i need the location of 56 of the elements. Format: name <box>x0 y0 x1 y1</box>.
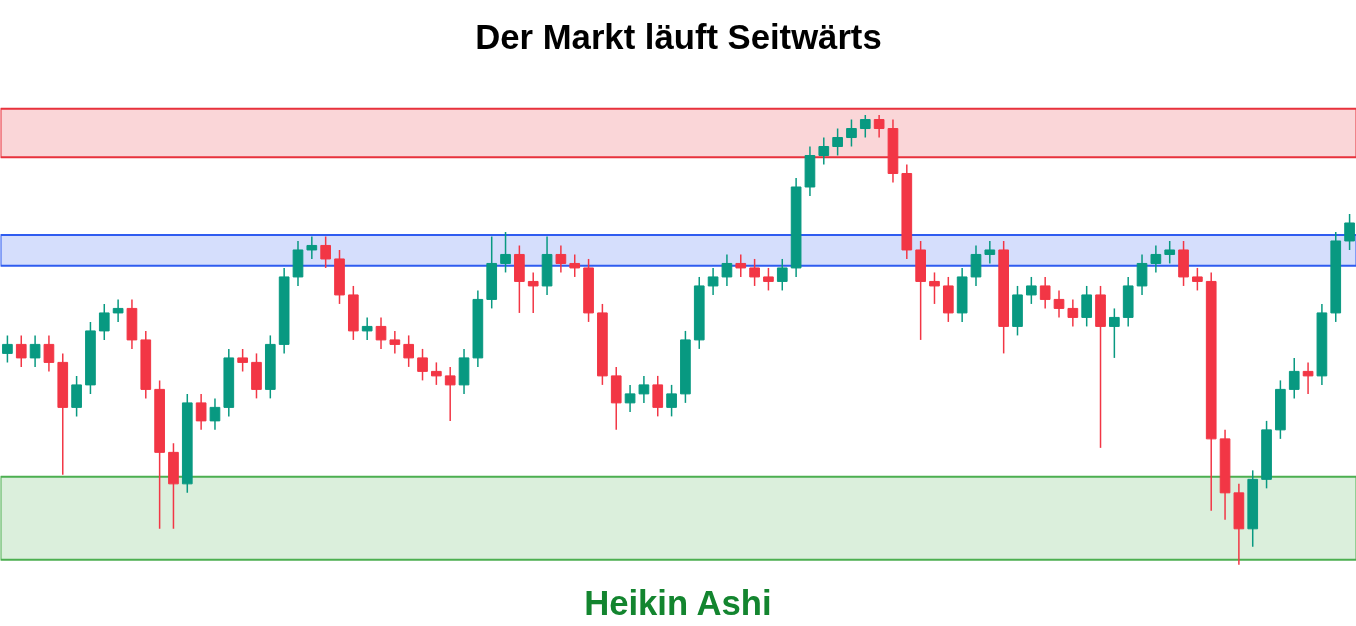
candlestick <box>1344 213 1355 251</box>
candlestick <box>237 348 248 373</box>
candlestick <box>846 118 857 148</box>
candlestick <box>15 334 27 368</box>
candlestick <box>555 244 567 274</box>
candlestick <box>403 334 415 368</box>
candlestick <box>776 258 788 292</box>
candlestick <box>98 303 110 341</box>
candlestick <box>1164 240 1176 265</box>
candlestick <box>638 375 650 404</box>
candlestick <box>1025 276 1037 305</box>
candlestick <box>749 258 760 287</box>
candlestick <box>29 334 41 368</box>
candlestick <box>859 114 871 139</box>
candlestick <box>112 298 124 323</box>
candlestick <box>832 127 843 157</box>
candlestick <box>873 114 885 139</box>
candlestick <box>1192 267 1203 292</box>
candlestick <box>652 375 664 418</box>
candlestick <box>209 397 221 431</box>
candlestick <box>763 267 774 292</box>
candlestick <box>735 253 747 278</box>
candlestick <box>1109 307 1120 359</box>
candlestick <box>666 384 677 418</box>
candlestick <box>195 393 207 431</box>
candlestick <box>929 271 940 305</box>
candlestick <box>818 136 830 166</box>
chart-title: Der Markt läuft Seitwärts <box>475 17 882 56</box>
candlestick <box>361 316 373 341</box>
candlestick <box>707 267 719 296</box>
candlestick <box>721 253 733 287</box>
candlestick <box>2 334 13 364</box>
text: Heikin Ashi <box>584 583 772 622</box>
candlestick <box>1302 361 1314 395</box>
candlestick <box>984 240 996 265</box>
candlestick <box>500 231 511 274</box>
candlestick <box>1067 298 1079 328</box>
candlestick <box>389 330 401 355</box>
candlestick <box>43 334 55 373</box>
candlestick <box>431 361 442 386</box>
candlestick <box>1136 253 1148 296</box>
candlestick <box>624 384 636 413</box>
candlestick <box>1150 244 1162 274</box>
candlestick <box>569 253 581 278</box>
candlestick <box>1288 357 1300 400</box>
candlestick <box>1039 276 1051 310</box>
candlestick <box>320 235 332 269</box>
candlestick <box>375 316 387 350</box>
candlestick <box>306 235 318 260</box>
candlestick <box>970 244 982 287</box>
candlestick <box>1081 285 1093 328</box>
candlestick <box>71 375 82 418</box>
candlestick <box>444 366 456 422</box>
candlestick <box>527 271 539 314</box>
candlestick <box>1053 289 1065 319</box>
candlestick <box>417 348 428 382</box>
